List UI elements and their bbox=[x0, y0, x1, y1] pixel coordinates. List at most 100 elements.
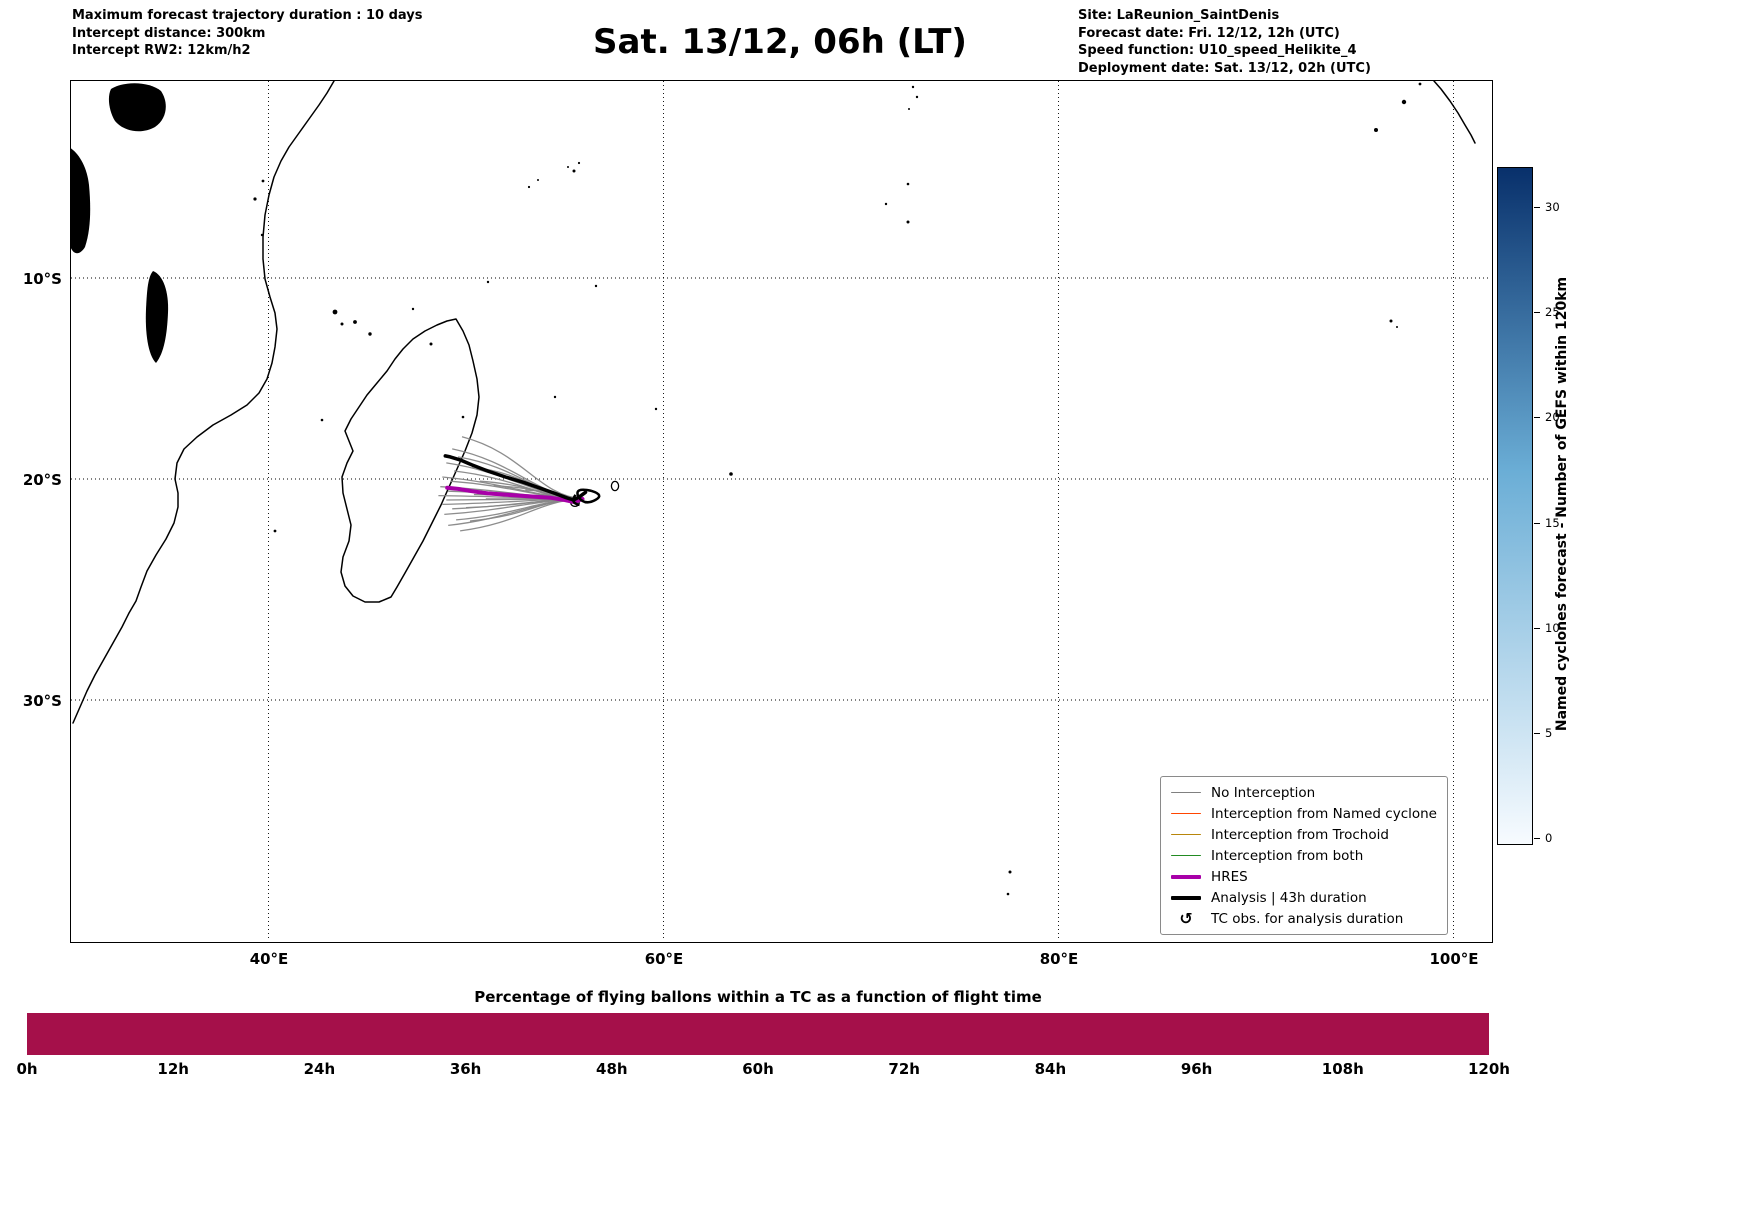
legend-label: Interception from Trochoid bbox=[1211, 826, 1389, 843]
max-duration-text: Maximum forecast trajectory duration : 1… bbox=[72, 8, 423, 23]
island-amirantes-2 bbox=[537, 179, 539, 181]
island-amirantes bbox=[527, 185, 531, 189]
legend-line-sample bbox=[1171, 854, 1202, 857]
island-pemba bbox=[261, 179, 265, 183]
island-agalega bbox=[594, 284, 598, 288]
header-right: Site: LaReunion_SaintDenis Forecast date… bbox=[1078, 7, 1371, 77]
island-juan-de-nova bbox=[320, 418, 324, 422]
bottom-chart-bar bbox=[27, 1013, 1489, 1055]
lake-victoria bbox=[108, 83, 166, 132]
island-mayotte bbox=[368, 332, 372, 336]
legend-label: No Interception bbox=[1211, 784, 1316, 801]
lat-tick-label: 10°S bbox=[22, 269, 62, 288]
island-chagos-1 bbox=[906, 182, 910, 186]
bottom-chart-tick-labels: 0h 12h 24h 36h 48h 60h 72h 84h 96h 108h 120h bbox=[0, 1060, 1752, 1082]
colorbar-tick-label: 20 bbox=[1545, 410, 1560, 425]
hres-trajectory bbox=[445, 485, 585, 505]
colorbar-tick-label: 15 bbox=[1545, 515, 1560, 530]
island-moheli bbox=[340, 322, 344, 326]
gridlines bbox=[71, 81, 1491, 941]
deployment-knot bbox=[572, 488, 601, 507]
legend-item: Analysis | 43h duration bbox=[1171, 889, 1437, 906]
legend-item: HRES bbox=[1171, 868, 1437, 885]
bottom-tick-label: 12h bbox=[157, 1060, 189, 1078]
tc-obs-icon: ↺ bbox=[1171, 910, 1201, 927]
map-axes: No Interception Interception from Named c… bbox=[70, 80, 1493, 943]
island-tromelin bbox=[553, 395, 557, 399]
legend-line-sample bbox=[1171, 895, 1202, 900]
colorbar-label: Named cyclones forecast - Number of GEFS… bbox=[1554, 276, 1570, 732]
bottom-tick-label: 72h bbox=[888, 1060, 920, 1078]
small-islands bbox=[253, 82, 1422, 896]
island-cocos-2 bbox=[1396, 326, 1398, 328]
bottom-tick-label: 36h bbox=[449, 1060, 482, 1078]
colorbar-tick-mark bbox=[1534, 627, 1540, 629]
colorbar-tick-label: 10 bbox=[1545, 620, 1560, 635]
map-legend: No Interception Interception from Named c… bbox=[1160, 776, 1448, 935]
colorbar-tick-mark bbox=[1534, 522, 1540, 524]
trajectories bbox=[438, 436, 601, 532]
island-rodrigues bbox=[729, 472, 733, 476]
legend-label: Interception from both bbox=[1211, 847, 1364, 864]
site-text: Site: LaReunion_SaintDenis bbox=[1078, 8, 1280, 23]
lat-tick-label: 30°S bbox=[22, 691, 62, 710]
legend-line bbox=[1171, 874, 1202, 879]
bottom-tick-label: 24h bbox=[303, 1060, 336, 1078]
island-anjouan bbox=[353, 320, 357, 324]
colorbar-tick-label: 30 bbox=[1545, 200, 1560, 215]
colorbar-tick-mark bbox=[1534, 732, 1540, 734]
sumatra-coastline bbox=[1433, 81, 1476, 144]
intercept-rw2-text: Intercept RW2: 12km/h2 bbox=[72, 43, 251, 58]
latitude-tick-labels: 10°S 20°S 30°S bbox=[0, 0, 62, 1000]
legend-line-sample bbox=[1171, 833, 1202, 836]
bottom-tick-label: 60h bbox=[742, 1060, 774, 1078]
map-canvas bbox=[71, 81, 1491, 941]
island-simeulue bbox=[1374, 128, 1378, 132]
bottom-tick-label: 0h bbox=[16, 1060, 38, 1078]
coastlines bbox=[71, 81, 1476, 896]
legend-label: HRES bbox=[1211, 868, 1248, 885]
island-maldives-1 bbox=[911, 85, 915, 89]
africa-coastline bbox=[72, 81, 335, 724]
colorbar bbox=[1497, 167, 1533, 845]
island-chagos-3 bbox=[906, 220, 910, 224]
colorbar-tick-label: 5 bbox=[1545, 725, 1553, 740]
colorbar-tick-mark bbox=[1534, 417, 1540, 419]
legend-label: TC obs. for analysis duration bbox=[1211, 910, 1404, 927]
legend-item: Interception from both bbox=[1171, 847, 1437, 864]
lake-tanganyika bbox=[71, 148, 91, 254]
bottom-tick-label: 108h bbox=[1321, 1060, 1364, 1078]
island-farquhar bbox=[486, 280, 490, 284]
lon-tick-label: 60°E bbox=[644, 950, 684, 968]
forecast-date-text: Forecast date: Fri. 12/12, 12h (UTC) bbox=[1078, 25, 1340, 41]
speed-function-text: Speed function: U10_speed_Helikite_4 bbox=[1078, 43, 1357, 58]
legend-line bbox=[1171, 833, 1202, 836]
bottom-tick-label: 96h bbox=[1180, 1060, 1213, 1078]
island-maldives-3 bbox=[908, 108, 910, 110]
island-chagos-2 bbox=[884, 202, 888, 206]
header-left: Maximum forecast trajectory duration : 1… bbox=[72, 7, 423, 60]
island-mauritius bbox=[610, 480, 620, 492]
colorbar-tick-label: 25 bbox=[1545, 305, 1560, 320]
island-glorioso bbox=[411, 307, 415, 311]
legend-line-sample bbox=[1171, 812, 1202, 815]
bottom-tick-label: 84h bbox=[1034, 1060, 1067, 1078]
island-silhouette bbox=[567, 166, 569, 168]
legend-label: Analysis | 43h duration bbox=[1211, 889, 1367, 906]
legend-item: Interception from Named cyclone bbox=[1171, 805, 1437, 822]
lake-malawi bbox=[145, 271, 169, 363]
legend-line-sample bbox=[1171, 791, 1202, 794]
island-mafia bbox=[260, 233, 264, 237]
colorbar-tick-mark bbox=[1534, 838, 1540, 839]
lat-tick-label: 20°S bbox=[22, 470, 62, 489]
island-mahe bbox=[572, 169, 576, 173]
island-grande-comore bbox=[332, 309, 338, 315]
lon-tick-label: 80°E bbox=[1039, 950, 1079, 968]
island-praslin bbox=[577, 161, 581, 165]
figure-title: Sat. 13/12, 06h (LT) bbox=[593, 22, 967, 62]
island-batu bbox=[1418, 82, 1422, 86]
legend-line bbox=[1171, 854, 1202, 857]
island-amsterdam bbox=[1008, 870, 1012, 874]
colorbar-tick-label: 0 bbox=[1545, 831, 1553, 845]
island-st-paul bbox=[1006, 892, 1010, 896]
